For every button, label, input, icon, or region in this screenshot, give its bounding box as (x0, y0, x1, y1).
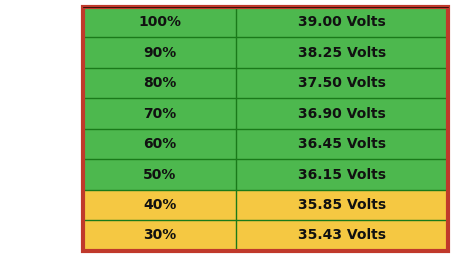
Bar (83, 7, 236, 37)
Text: 38.25 Volts: 38.25 Volts (298, 45, 386, 59)
Bar (83, 190, 236, 220)
Text: 50%: 50% (143, 167, 176, 181)
Bar (236, 220, 448, 251)
Bar (83, 129, 236, 159)
Bar (236, 7, 448, 37)
Text: 70%: 70% (143, 107, 176, 121)
Text: 39.00 Volts: 39.00 Volts (298, 15, 386, 29)
Text: 36.90 Volts: 36.90 Volts (298, 107, 386, 121)
Bar (236, 129, 448, 159)
Text: 40%: 40% (143, 198, 176, 212)
Bar (83, 159, 236, 190)
Text: 36.15 Volts: 36.15 Volts (298, 167, 386, 181)
Text: 35.43 Volts: 35.43 Volts (298, 229, 386, 242)
Bar (236, 159, 448, 190)
Text: 90%: 90% (143, 45, 176, 59)
Bar (83, 37, 236, 68)
Bar (83, 68, 236, 98)
Text: 60%: 60% (143, 137, 176, 151)
Bar (236, 98, 448, 129)
Bar (83, 220, 236, 251)
Text: 30%: 30% (143, 229, 176, 242)
Bar (83, 98, 236, 129)
Text: 36.45 Volts: 36.45 Volts (298, 137, 386, 151)
Bar (83, 7, 448, 251)
Text: 37.50 Volts: 37.50 Volts (298, 76, 386, 90)
Bar (236, 37, 448, 68)
Bar (236, 68, 448, 98)
Text: 100%: 100% (138, 15, 181, 29)
Bar (236, 190, 448, 220)
Text: 80%: 80% (143, 76, 176, 90)
Text: 35.85 Volts: 35.85 Volts (298, 198, 386, 212)
